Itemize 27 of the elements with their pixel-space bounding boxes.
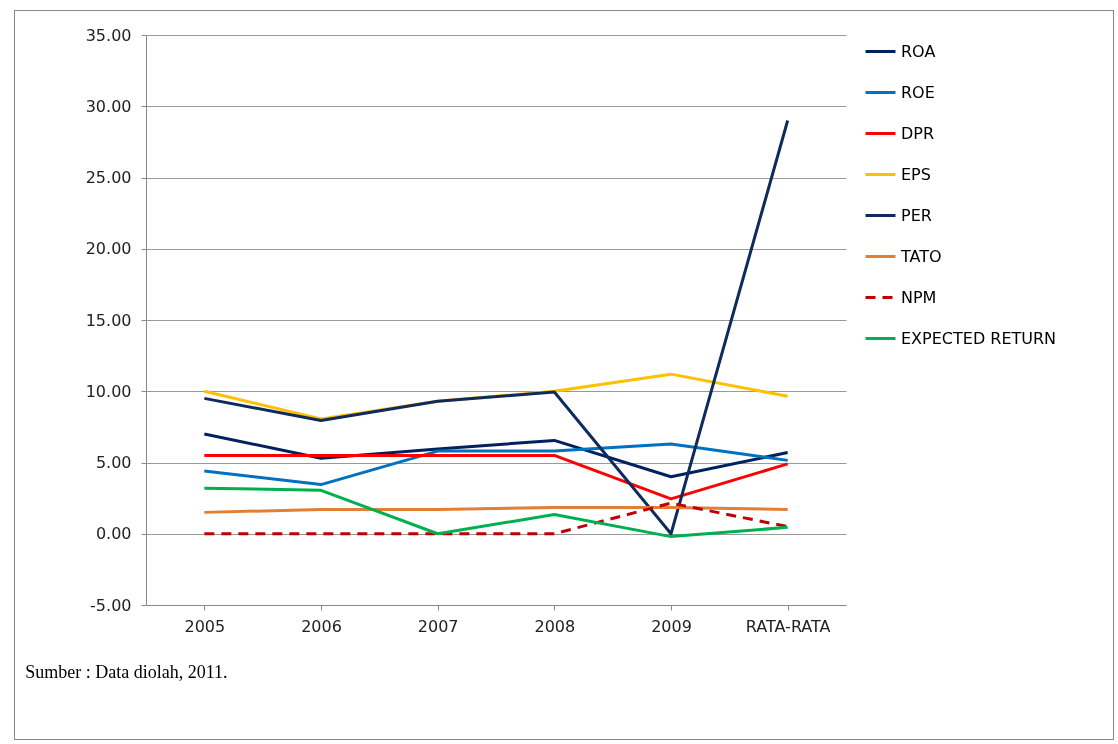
legend-label: DPR	[901, 123, 935, 143]
y-tick-label: 35.00	[85, 25, 132, 45]
line-series	[202, 442, 790, 487]
legend-label: ROE	[901, 82, 935, 102]
x-tick-label: RATA-RATA	[745, 616, 831, 636]
legend-label: EXPECTED RETURN	[901, 328, 1057, 348]
y-tick-label: -5.00	[90, 595, 132, 615]
y-tick-label: 15.00	[85, 310, 132, 330]
x-tick-label: 2005	[184, 616, 226, 636]
y-tick-label: 10.00	[85, 381, 132, 401]
y-tick-label: 20.00	[85, 239, 132, 259]
x-tick-label: 2009	[651, 616, 692, 636]
x-tick-label: 2008	[534, 616, 576, 636]
line-series	[202, 119, 790, 536]
x-tick-label: 2006	[301, 616, 342, 636]
legend-label: ROA	[901, 41, 936, 61]
y-tick-label: 5.00	[95, 453, 132, 472]
legend-label: TATO	[900, 246, 942, 266]
y-tick-label: 30.00	[85, 96, 132, 116]
y-tick-label: 0.00	[95, 524, 132, 544]
legend-label: NPM	[901, 287, 937, 307]
line-series	[202, 486, 790, 539]
legend-label: EPS	[901, 164, 931, 184]
y-tick-label: 25.00	[85, 168, 132, 187]
legend-label: PER	[901, 205, 932, 225]
text: Sumber : Data diolah, 2011.	[25, 662, 228, 682]
x-tick-label: 2007	[417, 616, 459, 636]
